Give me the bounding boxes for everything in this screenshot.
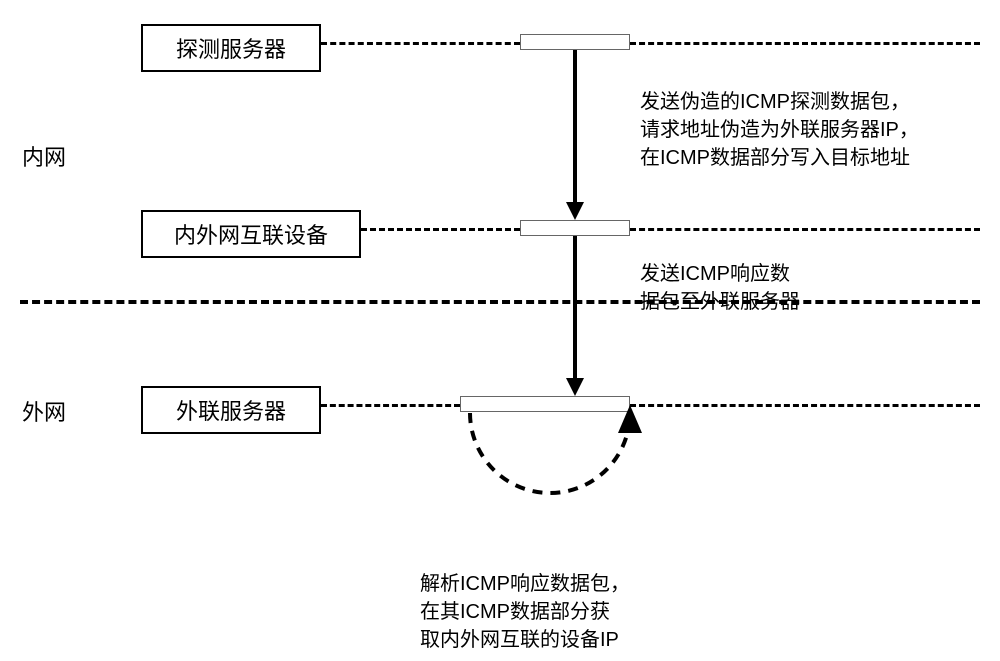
arrow1-text-line2: 请求地址伪造为外联服务器IP， [640, 116, 919, 144]
node-interconnect-device-label: 内外网互联设备 [174, 223, 328, 248]
node-external-server-label: 外联服务器 [176, 399, 286, 424]
loop-text-line1: 解析ICMP响应数据包， [420, 570, 630, 598]
node-probe-server: 探测服务器 [141, 24, 321, 72]
lifeline-probe [520, 34, 630, 50]
dashline-ext-right [630, 404, 980, 407]
dashline-device-right [630, 228, 980, 231]
node-external-server: 外联服务器 [141, 386, 321, 434]
zone-extranet-label: 外网 [22, 395, 66, 427]
loop-arc [440, 405, 660, 565]
network-divider [20, 300, 980, 304]
loop-text-line2: 在其ICMP数据部分获 [420, 598, 630, 626]
lifeline-device [520, 220, 630, 236]
node-interconnect-device: 内外网互联设备 [141, 210, 361, 258]
node-probe-server-label: 探测服务器 [176, 37, 286, 62]
arrow2-annotation: 发送ICMP响应数 据包至外联服务器 [640, 260, 800, 316]
dashline-probe-right [630, 42, 980, 45]
zone-intranet-label: 内网 [22, 140, 66, 172]
arrow2-head [566, 378, 584, 396]
loop-text-line3: 取内外网互联的设备IP [420, 626, 630, 654]
arrow1-text-line1: 发送伪造的ICMP探测数据包， [640, 88, 919, 116]
arrow2-text-line2: 据包至外联服务器 [640, 288, 800, 316]
arrow1-text-line3: 在ICMP数据部分写入目标地址 [640, 144, 919, 172]
arrow2-line [573, 236, 577, 382]
arrow2-text-line1: 发送ICMP响应数 [640, 260, 800, 288]
arrow1-head [566, 202, 584, 220]
dashline-probe-left [321, 42, 520, 45]
arrow1-line [573, 50, 577, 206]
arrow1-annotation: 发送伪造的ICMP探测数据包， 请求地址伪造为外联服务器IP， 在ICMP数据部… [640, 88, 919, 172]
dashline-device-left [361, 228, 520, 231]
loop-annotation: 解析ICMP响应数据包， 在其ICMP数据部分获 取内外网互联的设备IP [420, 570, 630, 654]
